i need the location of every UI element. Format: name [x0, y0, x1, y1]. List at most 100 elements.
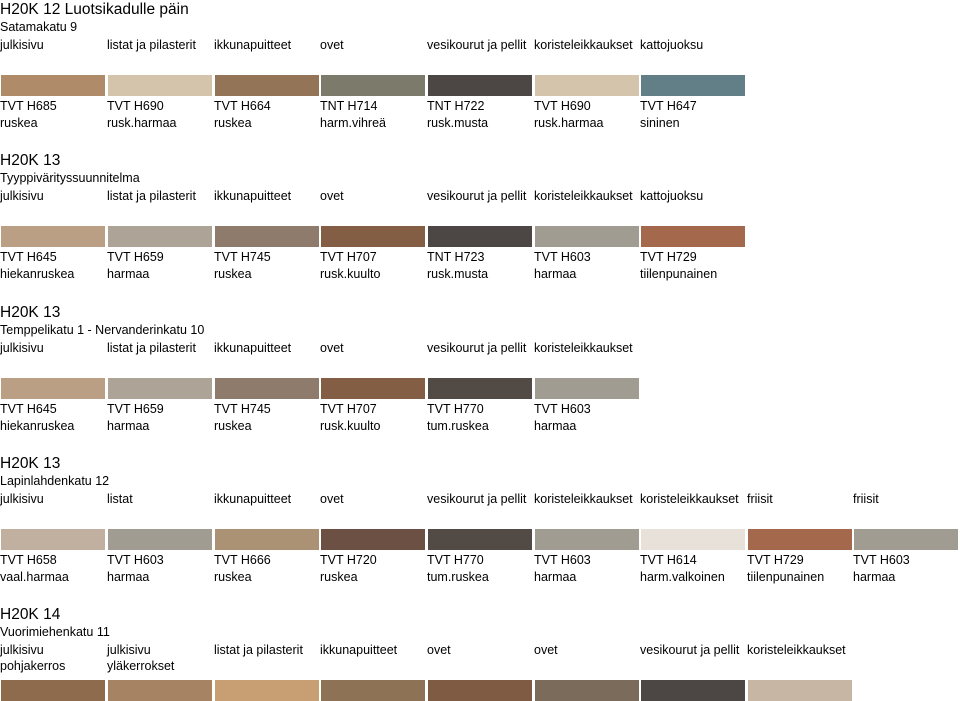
part-label: koristeleikkaukset	[534, 38, 633, 52]
color-name: ruskea	[214, 419, 252, 433]
color-code: TVT H645	[0, 402, 57, 416]
color-swatch	[428, 529, 532, 550]
color-swatch	[1, 680, 105, 701]
color-swatch	[215, 226, 319, 247]
color-swatch	[1, 378, 105, 399]
part-label: ovet	[534, 643, 558, 657]
color-name: harmaa	[853, 570, 896, 584]
color-swatch	[535, 378, 639, 399]
part-label: koristeleikkaukset	[534, 189, 633, 203]
color-name: ruskea	[214, 267, 252, 281]
color-code: TNT H722	[427, 99, 485, 113]
color-code: TVT H603	[107, 553, 164, 567]
color-code: TNT H723	[427, 250, 485, 264]
color-swatch	[428, 226, 532, 247]
color-name: ruskea	[0, 116, 38, 130]
part-label: ovet	[427, 643, 451, 657]
color-swatch	[108, 378, 212, 399]
part-label: julkisivu	[0, 38, 44, 52]
part-label: vesikourut ja pellit	[427, 341, 527, 355]
section-subtitle: Vuorimiehenkatu 11	[0, 625, 110, 639]
color-name: ruskea	[214, 570, 252, 584]
color-name: harm.vihreä	[320, 116, 386, 130]
part-label: koristeleikkaukset	[534, 492, 633, 506]
color-swatch	[535, 680, 639, 701]
color-swatch	[321, 529, 425, 550]
color-name: harmaa	[534, 419, 577, 433]
color-code: TVT H745	[214, 402, 271, 416]
color-swatch	[428, 75, 532, 96]
color-swatch	[854, 529, 958, 550]
color-swatch	[535, 226, 639, 247]
section-title: H20K 13	[0, 304, 61, 321]
color-swatch	[641, 529, 745, 550]
color-code: TVT H659	[107, 250, 164, 264]
part-label: ikkunapuitteet	[214, 38, 292, 52]
part-label: vesikourut ja pellit	[427, 189, 527, 203]
part-label: listat ja pilasterit	[107, 189, 196, 203]
color-name: ruskea	[214, 116, 252, 130]
color-name: harmaa	[534, 267, 577, 281]
color-code: TVT H645	[0, 250, 57, 264]
color-swatch	[321, 226, 425, 247]
color-code: TVT H770	[427, 553, 484, 567]
color-name: tiilenpunainen	[640, 267, 718, 281]
part-label: julkisivu yläkerrokset	[107, 643, 175, 673]
color-swatch	[748, 529, 852, 550]
part-label: ovet	[320, 38, 344, 52]
part-label: koristeleikkaukset	[534, 341, 633, 355]
part-label: julkisivu pohjakerros	[0, 643, 66, 673]
color-swatch	[108, 529, 212, 550]
part-label: ovet	[320, 341, 344, 355]
color-swatch	[641, 680, 745, 701]
part-label: ikkunapuitteet	[214, 189, 292, 203]
section-title: H20K 13	[0, 152, 61, 169]
color-name: harm.valkoinen	[640, 570, 725, 584]
color-name: tum.ruskea	[427, 570, 489, 584]
color-name: rusk.musta	[427, 267, 489, 281]
color-code: TVT H603	[534, 402, 591, 416]
color-swatch	[1, 226, 105, 247]
color-code: TVT H729	[640, 250, 697, 264]
section-subtitle: Lapinlahdenkatu 12	[0, 474, 110, 488]
color-name: rusk.harmaa	[534, 116, 604, 130]
color-name: tum.ruskea	[427, 419, 489, 433]
color-name: rusk.kuulto	[320, 419, 381, 433]
color-name: harmaa	[534, 570, 577, 584]
color-code: TVT H690	[534, 99, 591, 113]
section-subtitle: Satamakatu 9	[0, 20, 78, 34]
part-label: koristeleikkaukset	[747, 643, 846, 657]
color-name: sininen	[640, 116, 680, 130]
color-code: TVT H614	[640, 553, 697, 567]
color-swatch	[215, 75, 319, 96]
color-code: TVT H707	[320, 402, 377, 416]
color-name: hiekanruskea	[0, 419, 75, 433]
color-swatch	[641, 75, 745, 96]
part-label: julkisivu	[0, 492, 44, 506]
color-code: TVT H720	[320, 553, 377, 567]
part-label: friisit	[853, 492, 879, 506]
color-name: tiilenpunainen	[747, 570, 825, 584]
part-label: listat ja pilasterit	[107, 38, 196, 52]
color-swatch	[215, 680, 319, 701]
part-label: ikkunapuitteet	[214, 341, 292, 355]
part-label: vesikourut ja pellit	[640, 643, 740, 657]
color-swatch	[108, 680, 212, 701]
color-name: rusk.kuulto	[320, 267, 381, 281]
part-label: vesikourut ja pellit	[427, 492, 527, 506]
section-subtitle: Tyyppivärityssuunnitelma	[0, 171, 140, 185]
color-name: rusk.harmaa	[107, 116, 177, 130]
part-label: julkisivu	[0, 341, 44, 355]
part-label: listat ja pilasterit	[107, 341, 196, 355]
color-name: harmaa	[107, 267, 150, 281]
part-label: koristeleikkaukset	[640, 492, 739, 506]
part-label: listat ja pilasterit	[214, 643, 303, 657]
color-swatch	[428, 378, 532, 399]
color-swatch	[215, 378, 319, 399]
color-code: TVT H707	[320, 250, 377, 264]
color-name: ruskea	[320, 570, 358, 584]
color-code: TVT H666	[214, 553, 271, 567]
color-name: hiekanruskea	[0, 267, 75, 281]
color-code: TVT H603	[853, 553, 910, 567]
color-swatch	[428, 680, 532, 701]
